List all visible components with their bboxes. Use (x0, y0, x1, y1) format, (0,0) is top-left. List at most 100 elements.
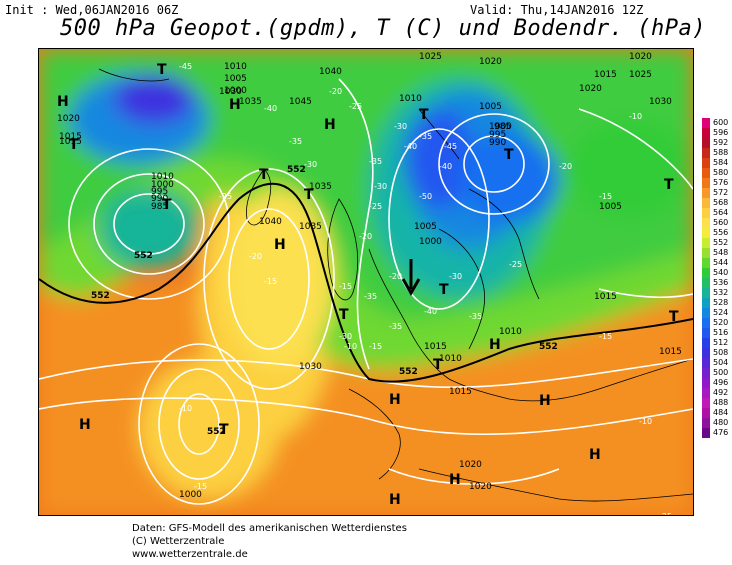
temperature-label: -35 (369, 157, 382, 166)
temperature-label: -20 (389, 272, 402, 281)
geopotential-label: 552 (287, 165, 306, 175)
footer-copyright: (C) Wetterzentrale (132, 536, 225, 547)
legend-label: 564 (713, 208, 729, 217)
temperature-label: -40 (439, 162, 452, 171)
legend-swatch (702, 188, 710, 198)
pressure-label: 1000 (179, 490, 202, 500)
legend-swatch (702, 318, 710, 328)
temperature-label: -10 (639, 417, 652, 426)
legend-label: 556 (713, 228, 729, 237)
temperature-label: -40 (404, 142, 417, 151)
low-pressure-marker: T (669, 309, 679, 325)
temperature-label: -35 (419, 132, 432, 141)
legend-label: 596 (713, 128, 729, 137)
valid-time: Valid: Thu,14JAN2016 12Z (470, 3, 644, 17)
geopotential-label: 552 (399, 367, 418, 377)
geopotential-label: 552 (134, 251, 153, 261)
temperature-label: -30 (449, 272, 462, 281)
high-pressure-marker: H (57, 94, 69, 110)
legend-swatch (702, 178, 710, 188)
legend-swatch (702, 138, 710, 148)
init-time: Init : Wed,06JAN2016 06Z (5, 3, 179, 17)
legend-swatch (702, 378, 710, 388)
legend-label: 600 (713, 118, 729, 127)
temperature-label: -25 (509, 260, 522, 269)
legend-label: 584 (713, 158, 729, 167)
temperature-label: -15 (369, 342, 382, 351)
high-pressure-marker: H (489, 337, 501, 353)
high-pressure-marker: H (389, 492, 401, 508)
legend-swatch (702, 208, 710, 218)
pressure-label: 1010 (224, 62, 247, 72)
temperature-label: -30 (304, 160, 317, 169)
legend-label: 568 (713, 198, 729, 207)
pressure-label: 1020 (469, 482, 492, 492)
high-pressure-marker: H (539, 393, 551, 409)
low-pressure-marker: T (304, 187, 314, 203)
legend-swatch (702, 368, 710, 378)
pressure-label: 1000 (419, 237, 442, 247)
legend-swatch (702, 428, 710, 438)
temperature-label: -15 (339, 282, 352, 291)
pressure-label: 1015 (59, 132, 82, 142)
high-pressure-marker: H (79, 417, 91, 433)
legend-swatch (702, 228, 710, 238)
coastlines (98, 68, 693, 502)
pressure-label: 1010 (399, 94, 422, 104)
pressure-label: 995 (489, 130, 506, 140)
legend-label: 496 (713, 378, 729, 387)
pressure-label: 1040 (259, 217, 282, 227)
pressure-label: 1015 (424, 342, 447, 352)
pressure-label: 1000 (224, 86, 247, 96)
pressure-label: 1035 (299, 222, 322, 232)
legend-label: 588 (713, 148, 729, 157)
pressure-label: 1000 (489, 122, 512, 132)
temperature-label: -50 (419, 192, 432, 201)
low-pressure-marker: T (419, 107, 429, 123)
legend-swatch (702, 258, 710, 268)
legend-swatch (702, 358, 710, 368)
geopotential-label: 552 (91, 291, 110, 301)
isobars (39, 78, 693, 505)
pressure-label: 1005 (479, 102, 502, 112)
temperature-label: -35 (364, 292, 377, 301)
pressure-label: 990 (151, 194, 168, 204)
legend-label: 552 (713, 238, 729, 247)
pressure-label: 1030 (649, 97, 672, 107)
temperature-label: -20 (329, 87, 342, 96)
legend-label: 572 (713, 188, 729, 197)
temperature-label: -45 (444, 142, 457, 151)
geopotential-label: 552 (207, 427, 226, 437)
legend-label: 480 (713, 418, 729, 427)
legend-label: 536 (713, 278, 729, 287)
high-pressure-marker: H (589, 447, 601, 463)
temperature-label: -30 (394, 122, 407, 131)
legend-label: 488 (713, 398, 729, 407)
geopotential-552-line (39, 182, 693, 383)
low-pressure-marker: T (259, 167, 269, 183)
pressure-label: 1020 (629, 52, 652, 62)
pressure-label: 1000 (151, 180, 174, 190)
footer-website: www.wetterzentrale.de (132, 549, 248, 560)
legend-label: 580 (713, 168, 729, 177)
legend-label: 592 (713, 138, 729, 147)
pressure-label: 1025 (419, 52, 442, 62)
map-title: 500 hPa Geopot.(gpdm), T (C) und Bodendr… (60, 16, 707, 41)
legend-label: 508 (713, 348, 729, 357)
legend-label: 548 (713, 248, 729, 257)
temperature-label: -30 (339, 332, 352, 341)
legend-label: 516 (713, 328, 729, 337)
temperature-label: -20 (249, 252, 262, 261)
pressure-label: 1010 (151, 172, 174, 182)
pressure-label: 995 (151, 187, 168, 197)
low-pressure-marker: T (504, 147, 514, 163)
temperature-label: -25 (369, 202, 382, 211)
pressure-label: 1025 (629, 70, 652, 80)
pressure-label: 1015 (449, 387, 472, 397)
temperature-label: -15 (264, 277, 277, 286)
pressure-label: 1005 (224, 74, 247, 84)
geopotential-label: 552 (539, 342, 558, 352)
pressure-label: 985 (494, 122, 511, 132)
legend-swatch (702, 218, 710, 228)
